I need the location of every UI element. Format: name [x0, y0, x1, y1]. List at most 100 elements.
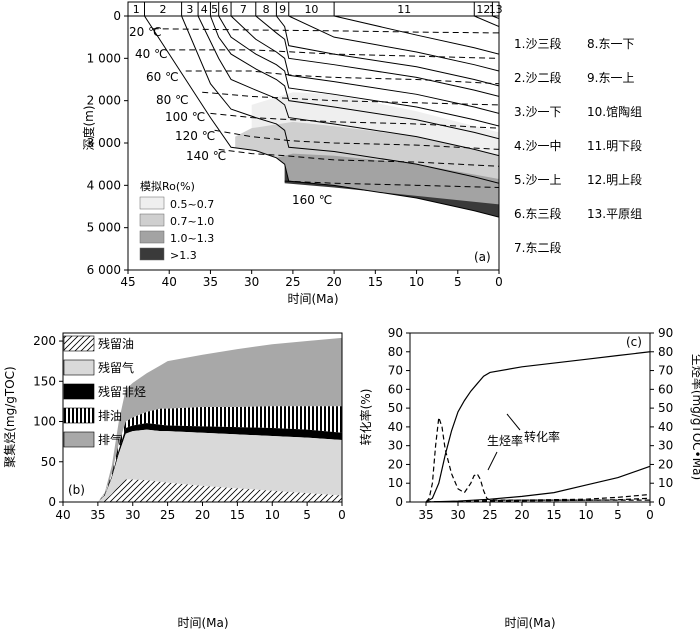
y-tick-label-right: 40 [658, 420, 673, 434]
isotherm-7 [218, 148, 499, 167]
x-tick-label: 20 [195, 508, 210, 522]
y-tick-label-right: 60 [658, 382, 673, 396]
formation-item-3: 3.沙一下 [514, 105, 561, 119]
isotherm-label-2: 40 ℃ [135, 47, 168, 61]
x-tick-label: 15 [230, 508, 245, 522]
x-tick-label: 10 [409, 275, 424, 289]
stack-legend-swatch-1 [63, 335, 95, 352]
y-tick-label: 6 000 [87, 263, 121, 277]
y-tick-label: 4 000 [87, 178, 121, 192]
formation-item-2: 2.沙二段 [514, 70, 561, 85]
y-tick-label-left: 90 [388, 326, 403, 340]
formation-number-6: 6 [221, 3, 228, 16]
x-tick-label: 45 [120, 275, 135, 289]
stack-layer-4 [97, 406, 342, 502]
formation-number-10: 10 [304, 3, 318, 16]
formation-number-3: 3 [186, 3, 193, 16]
isotherm-2 [169, 49, 499, 59]
formation-number-4: 4 [201, 3, 208, 16]
stack-legend-swatch-4 [63, 407, 95, 424]
x-tick-label: 25 [482, 508, 497, 522]
panel-b-x-label: 时间(Ma) [177, 616, 228, 630]
stack-legend-label-3: 残留非烃 [98, 385, 146, 399]
y-tick-label-right: 10 [658, 476, 673, 490]
curve-3 [425, 465, 651, 503]
y-tick-label: 200 [33, 334, 56, 348]
x-tick-label: 0 [338, 508, 346, 522]
panel-c-tag: (c) [626, 335, 642, 349]
isotherm-label-7: 140 ℃ [186, 149, 226, 163]
ro-legend-title: 模拟Ro(%) [140, 179, 195, 193]
burial-curve-10 [333, 16, 499, 55]
x-tick-label: 20 [514, 508, 529, 522]
y-tick-label: 1 000 [87, 51, 121, 65]
y-tick-label: 100 [33, 415, 56, 429]
stack-legend-label-4: 排油 [98, 409, 122, 423]
y-tick-label: 3 000 [87, 136, 121, 150]
x-tick-label: 0 [495, 275, 503, 289]
formation-item-12: 12.明上段 [587, 172, 642, 187]
y-tick-label: 5 000 [87, 221, 121, 235]
y-tick-label-left: 80 [388, 345, 403, 359]
x-tick-label: 15 [368, 275, 383, 289]
stack-layer-1 [97, 479, 342, 502]
generation-rate-pointer [487, 451, 498, 471]
isotherm-8 [284, 180, 499, 188]
stack-layer-2 [97, 429, 342, 502]
x-tick-label: 30 [244, 275, 259, 289]
panel-c-x-label: 时间(Ma) [504, 616, 555, 630]
ro-legend-label-4: >1.3 [170, 249, 197, 262]
formation-item-13: 13.平原组 [587, 207, 642, 221]
ro-legend-swatch-4 [139, 247, 165, 261]
x-tick-label: 35 [90, 508, 105, 522]
stack-layer-5 [97, 337, 342, 502]
y-tick-label-left: 0 [395, 495, 403, 509]
x-tick-label: 15 [546, 508, 561, 522]
y-tick-label: 150 [33, 374, 56, 388]
y-tick-label-left: 10 [388, 476, 403, 490]
y-tick-label-left: 20 [388, 457, 403, 471]
formation-item-11: 11.明下段 [587, 138, 642, 153]
stack-legend-swatch-3 [63, 383, 95, 400]
ro-legend-label-2: 0.7~1.0 [170, 215, 214, 228]
isotherm-label-8: 160 ℃ [292, 193, 332, 207]
y-tick-label-left: 40 [388, 420, 403, 434]
panel-a-ro-legend: 模拟Ro(%) 0.5~0.7 0.7~1.0 1.0~1.3 >1.3 [139, 179, 214, 262]
conversion-rate-annotation: 转化率 [524, 429, 560, 444]
curve-1 [425, 351, 651, 503]
panel-a-x-label: 时间(Ma) [287, 292, 338, 306]
x-tick-label: 35 [418, 508, 433, 522]
panel-b-y-label: 聚集烃(mg/gTOC) [2, 366, 17, 468]
y-tick-label-right: 50 [658, 401, 673, 415]
formation-number-1: 1 [133, 3, 140, 16]
panel-b-tag: (b) [68, 483, 85, 497]
panel-c-y-label-right: 生烃率(mg/gTOC•Ma) [690, 354, 700, 480]
stack-legend-swatch-2 [63, 359, 95, 376]
y-tick-label: 2 000 [87, 94, 121, 108]
isotherm-1 [152, 28, 499, 34]
y-tick-label: 0 [48, 495, 56, 509]
generation-rate-annotation: 生烃率 [487, 433, 523, 448]
x-tick-label: 40 [55, 508, 70, 522]
y-tick-label-right: 30 [658, 439, 673, 453]
formation-number-11: 11 [397, 3, 411, 16]
ro-legend-swatch-2 [139, 213, 165, 227]
burial-curve-4 [209, 16, 499, 140]
y-tick-label: 50 [41, 455, 56, 469]
x-tick-label: 5 [454, 275, 462, 289]
x-tick-label: 5 [303, 508, 311, 522]
formation-number-7: 7 [240, 3, 247, 16]
isotherm-label-6: 120 ℃ [175, 129, 215, 143]
y-tick-label-left: 50 [388, 401, 403, 415]
formation-item-7: 7.东二段 [514, 240, 561, 255]
formation-item-5: 5.沙一上 [514, 173, 561, 187]
panel-c-y-label: 转化率(%) [358, 389, 373, 446]
x-tick-label: 30 [450, 508, 465, 522]
x-tick-label: 30 [125, 508, 140, 522]
ro-legend-swatch-3 [139, 230, 165, 244]
x-tick-label: 10 [265, 508, 280, 522]
y-tick-label-right: 0 [658, 495, 666, 509]
isotherm-label-1: 20 ℃ [129, 25, 162, 39]
y-tick-label-right: 90 [658, 326, 673, 340]
